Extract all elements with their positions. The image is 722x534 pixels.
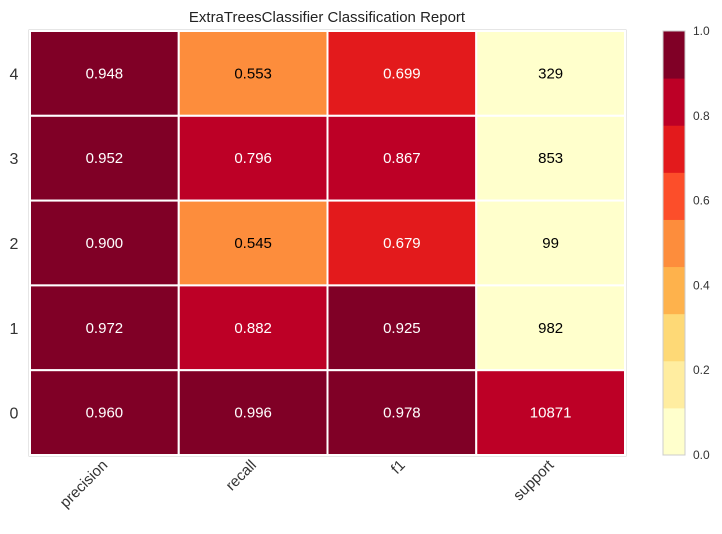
- cell-value-label: 0.996: [234, 405, 272, 422]
- colorbar-band: [663, 31, 685, 79]
- y-tick-label: 4: [10, 66, 19, 83]
- colorbar-band: [663, 266, 685, 315]
- colorbar-band: [663, 125, 685, 173]
- cell-value-label: 853: [538, 150, 563, 167]
- heatmap-cell: [177, 30, 329, 117]
- x-tick-label: recall: [223, 457, 260, 494]
- heatmap: 0.948 0.553 0.699 329 0.952 0.796 0.867 853 0.90…: [28, 29, 627, 457]
- cell-value-label: 0.867: [383, 150, 421, 167]
- colorbar: 0.0 0.2 0.4 0.6 0.8 1.0: [662, 24, 710, 462]
- cell-value-label: 10871: [530, 405, 572, 422]
- y-tick-label: 3: [10, 151, 19, 168]
- y-axis-labels: 4 3 2 1 0: [10, 66, 19, 422]
- cell-value-label: 0.882: [234, 320, 272, 337]
- heatmap-cell: [29, 199, 180, 287]
- colorbar-band: [663, 172, 685, 220]
- colorbar-tick-label: 0.8: [693, 109, 710, 123]
- cell-value-label: 99: [542, 235, 559, 252]
- heatmap-cell: [177, 284, 329, 372]
- colorbar-tick-label: 0.6: [693, 194, 710, 208]
- x-tick-label: precision: [57, 457, 111, 511]
- colorbar-frame: [662, 30, 686, 456]
- colorbar-tick-label: 0.2: [693, 363, 710, 377]
- colorbar-band: [663, 219, 685, 268]
- cell-value-label: 982: [538, 320, 563, 337]
- heatmap-cell: [475, 284, 626, 372]
- colorbar-tick-label: 1.0: [693, 24, 710, 38]
- cell-value-label: 0.948: [86, 65, 124, 82]
- cell-value-label: 0.960: [86, 405, 124, 422]
- heatmap-cell: [326, 369, 478, 457]
- cell-value-label: 0.679: [383, 235, 421, 252]
- cell-value-label: 0.925: [383, 320, 421, 337]
- cell-value-label: 0.978: [383, 405, 421, 422]
- cell-value-label: 0.545: [234, 235, 272, 252]
- heatmap-cell: [475, 369, 626, 457]
- colorbar-band: [663, 360, 685, 409]
- heatmap-cell: [326, 114, 478, 202]
- x-tick-label: support: [510, 456, 558, 504]
- cell-value-label: 329: [538, 65, 563, 82]
- cell-value-label: 0.796: [234, 150, 272, 167]
- heatmap-cell: [326, 284, 478, 372]
- y-tick-label: 2: [10, 236, 19, 253]
- cell-value-label: 0.972: [86, 320, 124, 337]
- y-tick-label: 0: [10, 406, 19, 423]
- colorbar-band: [663, 407, 685, 456]
- x-tick-label: f1: [388, 457, 409, 478]
- chart-title: ExtraTreesClassifier Classification Repo…: [189, 9, 466, 26]
- heatmap-cell: [177, 114, 329, 202]
- heatmap-cell: [475, 114, 626, 202]
- colorbar-tick-label: 0.4: [693, 278, 710, 292]
- y-tick-label: 1: [10, 321, 19, 338]
- heatmap-cell: [475, 199, 626, 287]
- cell-value-label: 0.699: [383, 65, 421, 82]
- cell-value-label: 0.952: [86, 150, 124, 167]
- cell-value-label: 0.553: [234, 65, 272, 82]
- heatmap-cell: [29, 369, 180, 457]
- colorbar-band: [663, 313, 685, 362]
- heatmap-cell: [177, 369, 329, 457]
- heatmap-cell: [326, 199, 478, 287]
- cell-value-label: 0.900: [86, 235, 124, 252]
- colorbar-band: [663, 78, 685, 126]
- heatmap-cell: [475, 30, 626, 117]
- colorbar-tick-label: 0.0: [693, 448, 710, 462]
- x-axis-labels: precision recall f1 support: [57, 456, 558, 511]
